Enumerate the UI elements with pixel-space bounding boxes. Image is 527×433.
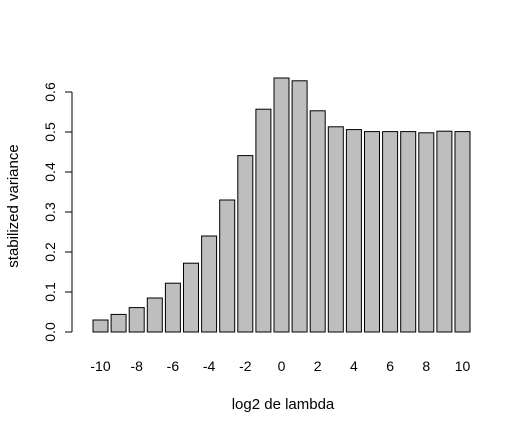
- y-tick-label: 0.6: [42, 82, 58, 102]
- x-tick-label: -8: [130, 358, 143, 374]
- bars-group: [92, 77, 471, 333]
- y-tick-label: 0.4: [42, 162, 58, 182]
- x-tick-label: -4: [203, 358, 216, 374]
- bar-5: [364, 131, 380, 333]
- bar--8: [128, 307, 145, 333]
- bar-3: [327, 126, 344, 333]
- y-axis-title: stabilized variance: [5, 144, 22, 267]
- bar-1: [291, 80, 308, 333]
- bar--7: [146, 297, 163, 333]
- x-tick-label: 2: [314, 358, 322, 374]
- y-tick-label: 0.5: [42, 122, 58, 142]
- x-tick-label: -6: [167, 358, 180, 374]
- x-tick-label: 8: [422, 358, 430, 374]
- y-tick-label: 0.1: [42, 282, 58, 302]
- bar-6: [382, 131, 399, 333]
- y-tick-label: 0.3: [42, 202, 58, 222]
- x-tick-label: -10: [90, 358, 110, 374]
- x-axis-labels: -10 -8 -6 -4 -2 0 2 4 6 8 10: [90, 358, 470, 374]
- x-tick-label: 0: [278, 358, 286, 374]
- x-tick-label: -2: [239, 358, 252, 374]
- bar--3: [219, 199, 236, 333]
- x-tick-label: 10: [455, 358, 471, 374]
- x-tick-label: 4: [350, 358, 358, 374]
- bar--10: [92, 319, 109, 333]
- y-tick-label: 0.0: [42, 322, 58, 342]
- bar-0: [273, 77, 290, 333]
- bar--5: [183, 262, 199, 333]
- bar--4: [201, 235, 218, 333]
- bar-8: [418, 132, 435, 333]
- bar-2: [309, 110, 326, 333]
- bar-7: [400, 131, 417, 333]
- bar--9: [110, 313, 127, 333]
- x-tick-label: 6: [386, 358, 394, 374]
- y-tick-label: 0.2: [42, 242, 58, 262]
- bar--2: [237, 155, 254, 333]
- y-axis-ticks: 0.0 0.1 0.2 0.3 0.4 0.5 0.6: [42, 82, 72, 342]
- bar-9: [436, 130, 453, 333]
- bar-4: [345, 129, 362, 333]
- bar--1: [255, 108, 272, 333]
- bar-10: [454, 131, 471, 333]
- x-axis-title: log2 de lambda: [232, 396, 335, 413]
- bar--6: [164, 282, 181, 333]
